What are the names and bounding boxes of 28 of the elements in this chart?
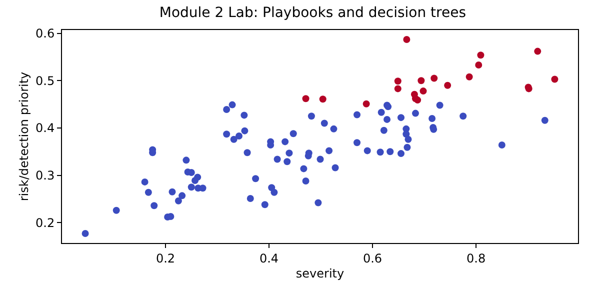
y-tick-label: 0.5 — [36, 74, 55, 88]
point — [394, 85, 402, 92]
point — [362, 100, 370, 108]
point — [551, 76, 558, 83]
point — [414, 96, 422, 104]
point — [418, 77, 425, 84]
point — [444, 82, 452, 89]
y-tick-label: 0.6 — [36, 26, 55, 41]
x-tick-label: 0.8 — [466, 251, 486, 266]
point — [403, 36, 410, 43]
point — [430, 74, 438, 82]
point — [534, 48, 542, 55]
x-tick-label: 0.6 — [362, 251, 382, 266]
y-tick-label: 0.4 — [36, 121, 55, 136]
x-tick-label: 0.4 — [259, 251, 279, 266]
x-axis-title: severity — [296, 266, 344, 280]
point — [394, 78, 402, 85]
point — [319, 96, 326, 103]
point — [420, 88, 427, 95]
y-tick-label: 0.3 — [36, 168, 55, 183]
chart-title: Module 2 Lab: Playbooks and decision trees — [159, 5, 466, 22]
y-axis-title: risk/detection priority — [16, 72, 31, 202]
point — [475, 62, 482, 69]
point — [477, 52, 484, 59]
y-tick-label: 0.2 — [36, 216, 55, 230]
x-tick-label: 0.2 — [156, 251, 176, 266]
point — [466, 73, 473, 80]
point — [302, 95, 310, 102]
